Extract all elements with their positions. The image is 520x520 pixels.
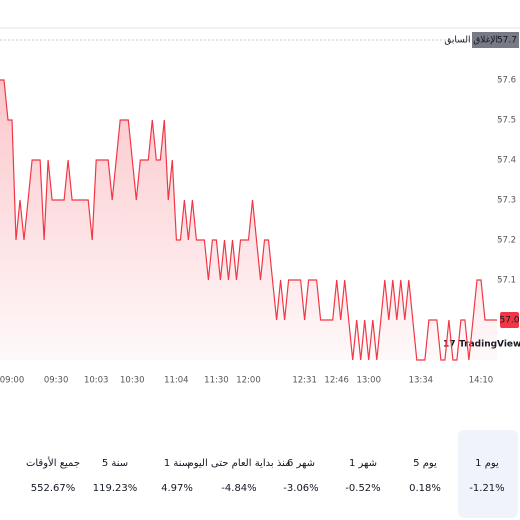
period-item[interactable]: 1 سنة 4.97% bbox=[161, 458, 193, 494]
period-label: 5 سنة bbox=[102, 458, 128, 469]
x-tick-label: 10:30 bbox=[120, 376, 145, 386]
period-item[interactable]: منذ بداية العام حتى اليوم -4.84% bbox=[188, 458, 291, 494]
x-tick-label: 10:03 bbox=[84, 376, 109, 386]
price-line bbox=[0, 79, 497, 361]
x-tick-label: 11:04 bbox=[164, 376, 189, 386]
x-tick-label: 09:00 bbox=[0, 376, 24, 386]
period-selected-bg bbox=[458, 430, 518, 518]
period-change: -1.21% bbox=[469, 483, 504, 494]
period-change: -4.84% bbox=[221, 483, 256, 494]
period-label: منذ بداية العام حتى اليوم bbox=[188, 458, 291, 469]
period-item[interactable]: 5 سنة 119.23% bbox=[93, 458, 138, 494]
previous-close-value: 57.7 bbox=[497, 36, 517, 46]
y-tick-label: 57.4 bbox=[497, 156, 516, 166]
period-item[interactable]: 6 شهر -3.06% bbox=[283, 458, 318, 494]
last-value-box bbox=[500, 312, 519, 328]
period-label: 1 سنة bbox=[164, 458, 190, 469]
y-tick-label: 57.1 bbox=[497, 276, 516, 286]
x-tick-label: 12:31 bbox=[292, 376, 317, 386]
x-tick-label: 13:00 bbox=[356, 376, 381, 386]
last-value-label: 57.0 bbox=[499, 316, 519, 326]
period-label: 1 يوم bbox=[475, 458, 499, 469]
period-change: -0.52% bbox=[345, 483, 380, 494]
period-change: 119.23% bbox=[93, 483, 138, 494]
previous-close-box bbox=[472, 32, 519, 48]
y-tick-label: 57.5 bbox=[497, 116, 516, 126]
period-label: جميع الأوقات bbox=[26, 456, 80, 469]
x-tick-label: 14:10 bbox=[469, 376, 494, 386]
period-label: 5 يوم bbox=[413, 458, 437, 469]
x-tick-label: 09:30 bbox=[44, 376, 69, 386]
area bbox=[0, 80, 497, 360]
period-label: 6 شهر bbox=[287, 458, 315, 469]
period-item[interactable]: 1 يوم -1.21% bbox=[458, 430, 518, 518]
y-tick-label: 57.6 bbox=[497, 76, 516, 86]
y-tick-label: 57.3 bbox=[497, 196, 516, 206]
period-change: -3.06% bbox=[283, 483, 318, 494]
period-change: 4.97% bbox=[161, 483, 193, 494]
x-tick-label: 12:46 bbox=[324, 376, 349, 386]
x-tick-label: 11:30 bbox=[204, 376, 229, 386]
x-tick-label: 12:00 bbox=[236, 376, 261, 386]
period-change: 0.18% bbox=[409, 483, 441, 494]
y-tick-label: 57.2 bbox=[497, 236, 516, 246]
previous-close-label: الإغلاق السابق bbox=[444, 36, 498, 46]
period-item[interactable]: 5 يوم 0.18% bbox=[409, 458, 441, 494]
x-tick-label: 13:34 bbox=[409, 376, 434, 386]
period-item[interactable]: جميع الأوقات 552.67% bbox=[26, 456, 80, 494]
period-label: 1 شهر bbox=[349, 458, 377, 469]
period-change: 552.67% bbox=[31, 483, 76, 494]
period-item[interactable]: 1 شهر -0.52% bbox=[345, 458, 380, 494]
